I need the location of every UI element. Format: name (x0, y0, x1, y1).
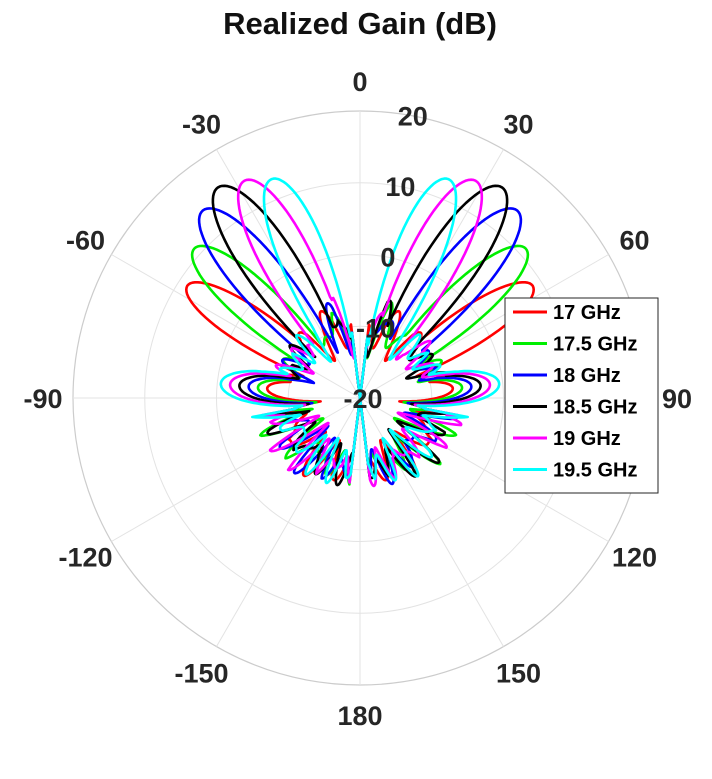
legend-entry: 18 GHz (553, 365, 621, 387)
legend-entry: 17 GHz (553, 302, 621, 324)
series-group (185, 177, 535, 488)
legend: 17 GHz 17.5 GHz 18 GHz 18.5 GHz 19 GHz 19.5 G… (504, 297, 659, 494)
angle-tick-label: -120 (58, 543, 112, 573)
angle-tick-label: 90 (662, 384, 692, 414)
grid-spoke (111, 254, 361, 399)
grid-spoke (359, 254, 609, 399)
legend-entry: 18.5 GHz (553, 397, 637, 419)
angle-tick-label: 60 (619, 226, 649, 256)
angle-tick-labels: 0 30 60 90 120 150 180 -150 -120 -90 -60 -30 (23, 67, 692, 731)
radial-tick-label: -10 (356, 313, 395, 343)
radial-tick-label: 20 (398, 101, 428, 131)
chart-title: Realized Gain (dB) (223, 6, 497, 41)
legend-box (504, 297, 659, 494)
angle-tick-label: 120 (612, 543, 657, 573)
series-line (219, 177, 501, 485)
angle-tick-label: -150 (174, 659, 228, 689)
radial-tick-label: 10 (385, 172, 415, 202)
angle-tick-label: -60 (66, 226, 105, 256)
angle-tick-label: 150 (496, 659, 541, 689)
angle-tick-label: -90 (23, 384, 62, 414)
legend-entry: 17.5 GHz (553, 334, 637, 356)
radial-tick-labels: -20 -10 0 10 20 (343, 101, 427, 414)
grid-spoke (359, 397, 504, 647)
legend-entry: 19.5 GHz (553, 460, 637, 482)
legend-entry: 19 GHz (553, 428, 621, 450)
angle-tick-label: 0 (352, 67, 367, 97)
angle-tick-label: 180 (337, 701, 382, 731)
radial-tick-label: 0 (380, 243, 395, 273)
radial-tick-label: -20 (343, 384, 382, 414)
angle-tick-label: 30 (503, 110, 533, 140)
angle-tick-label: -30 (182, 110, 221, 140)
